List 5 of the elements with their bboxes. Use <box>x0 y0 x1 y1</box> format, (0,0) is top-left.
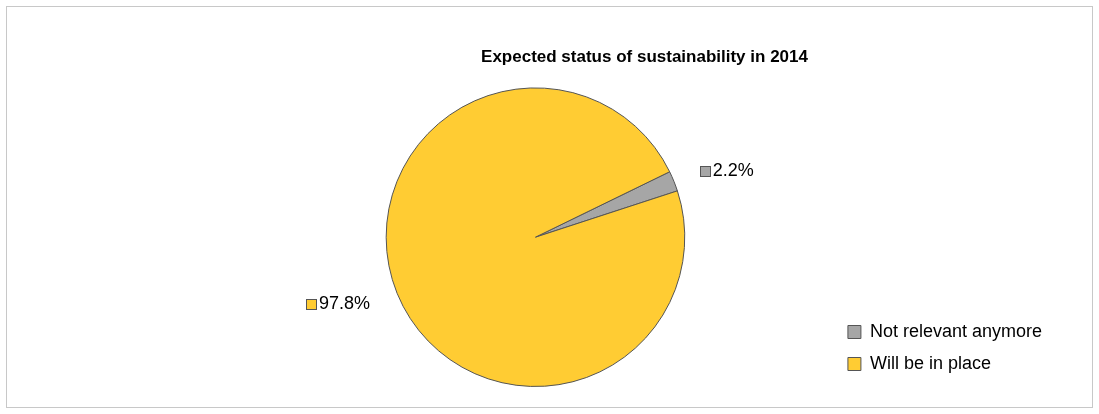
data-label: 2.2% <box>712 159 754 180</box>
legend-label: Will be in place <box>869 352 991 373</box>
data-label: 97.8% <box>319 292 371 313</box>
chart-title: Expected status of sustainability in 2014 <box>481 46 809 66</box>
legend-label: Not relevant anymore <box>869 320 1043 341</box>
